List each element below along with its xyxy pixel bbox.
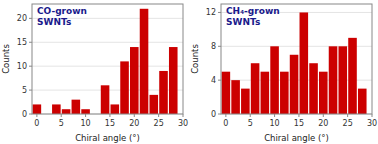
tick-mark (109, 114, 110, 117)
x-axis-label: Chiral angle (°) (75, 133, 140, 143)
tick-mark (372, 114, 373, 117)
tick-mark (29, 114, 32, 115)
tick-mark (158, 114, 159, 117)
tick-label: 30 (178, 119, 188, 128)
tick-mark (218, 80, 221, 81)
tick-label: 20 (17, 14, 27, 23)
tick-mark (36, 114, 37, 117)
tick-mark (29, 90, 32, 91)
tick-label: 15 (17, 38, 27, 47)
tick-label: 8 (211, 42, 216, 51)
bar (52, 104, 61, 114)
tick-label: 5 (22, 86, 27, 95)
bar (101, 85, 110, 114)
tick-label: 10 (17, 62, 27, 71)
bar (149, 95, 158, 114)
tick-mark (85, 114, 86, 117)
tick-label: 20 (129, 119, 139, 128)
plot-frame (32, 4, 183, 114)
tick-label: 25 (154, 119, 164, 128)
bar (319, 72, 328, 114)
bar (300, 12, 309, 114)
tick-mark (61, 114, 62, 117)
grid-line (32, 66, 183, 67)
bar (130, 47, 139, 114)
bar (261, 72, 270, 114)
tick-label: 15 (105, 119, 115, 128)
tick-label: 10 (269, 119, 279, 128)
title-line: CO-grown (37, 6, 87, 16)
tick-label: 0 (223, 119, 228, 128)
tick-mark (183, 114, 184, 117)
bar (251, 63, 260, 114)
tick-mark (274, 114, 275, 117)
tick-label: 25 (343, 119, 353, 128)
y-axis-label: Counts (1, 44, 11, 74)
bars (33, 9, 178, 114)
chart-title: CH₄-grownSWNTs (226, 6, 280, 27)
bar (140, 9, 149, 114)
x-axis-label: Chiral angle (°) (264, 133, 329, 143)
title-line: SWNTs (37, 17, 71, 27)
tick-mark (218, 114, 221, 115)
tick-label: 15 (294, 119, 304, 128)
tick-label: 0 (34, 119, 39, 128)
chart-title: CO-grownSWNTs (37, 6, 87, 27)
tick-label: 30 (367, 119, 377, 128)
tick-mark (298, 114, 299, 117)
panel: 0 4 8 12 0 5 10 15 20 25 30 Chiral angle (°) Counts C… (190, 4, 377, 143)
bar (159, 71, 168, 114)
tick-label: 5 (59, 119, 64, 128)
bar (280, 72, 289, 114)
title-line: SWNTs (226, 17, 260, 27)
bar (290, 55, 299, 114)
tick-label: 0 (22, 110, 27, 119)
plot-frame (221, 4, 372, 114)
bar (231, 80, 240, 114)
bar (348, 38, 357, 114)
tick-label: 5 (248, 119, 253, 128)
bar (358, 89, 367, 114)
bar (62, 109, 71, 114)
bar (120, 61, 129, 114)
title-line: CH₄-grown (226, 6, 280, 16)
tick-mark (29, 42, 32, 43)
bar (33, 104, 42, 114)
bars (222, 12, 367, 114)
bar (309, 63, 318, 114)
y-axis-label: Counts (190, 44, 200, 74)
tick-mark (347, 114, 348, 117)
bar (329, 46, 338, 114)
tick-label: 4 (211, 76, 216, 85)
bar (81, 109, 90, 114)
tick-mark (29, 18, 32, 19)
tick-mark (218, 46, 221, 47)
tick-mark (29, 66, 32, 67)
grid-line (32, 42, 183, 43)
tick-mark (218, 12, 221, 13)
tick-label: 0 (211, 110, 216, 119)
chart-svg: 0 5 10 15 20 0 5 10 15 20 25 30 Chiral angle (°) Coun… (0, 0, 378, 144)
tick-mark (323, 114, 324, 117)
tick-mark (250, 114, 251, 117)
tick-mark (134, 114, 135, 117)
panel: 0 5 10 15 20 0 5 10 15 20 25 30 Chiral angle (°) Coun… (1, 4, 188, 143)
bar (72, 100, 81, 114)
tick-label: 12 (206, 8, 216, 17)
bar (241, 89, 250, 114)
bar (169, 47, 178, 114)
tick-label: 20 (318, 119, 328, 128)
bar (111, 104, 120, 114)
bar (338, 46, 347, 114)
tick-mark (225, 114, 226, 117)
tick-label: 10 (80, 119, 90, 128)
bar (222, 72, 231, 114)
bar (270, 46, 279, 114)
